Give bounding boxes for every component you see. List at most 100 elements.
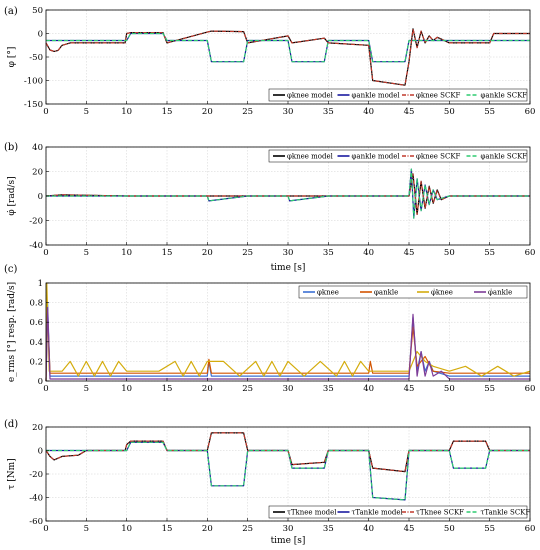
y-tick-label: 0.8 [29, 299, 43, 309]
x-tick-label: 25 [242, 524, 253, 534]
x-tick-label: 25 [242, 384, 253, 394]
chart-panel-1: 0 5 10 15 20 25 30 35 40 45 50 55 60 -150 -100 -50 0 50 (a… [4, 6, 535, 117]
x-tick-label: 60 [525, 384, 536, 394]
legend: φknee model φankle model φknee SCKF φankle … [268, 149, 528, 163]
chart-panel-2: 0 5 10 15 20 25 30 35 40 45 50 55 60 -40 -20 0 20 40 (b) φ̇… [4, 142, 535, 273]
x-tick-label: 45 [404, 384, 415, 394]
x-tick-label: 30 [283, 248, 294, 258]
legend-entry: τTankle model [352, 509, 404, 517]
x-tick-label: 0 [43, 524, 48, 534]
x-tick-label: 55 [484, 524, 495, 534]
x-tick-label: 55 [484, 107, 495, 117]
legend-entry: φknee model [287, 153, 334, 161]
x-axis-label: time [s] [271, 263, 306, 273]
y-tick-label: 0 [38, 447, 43, 457]
legend-entry: φankle model [352, 153, 401, 161]
x-axis-label: time [s] [271, 536, 306, 546]
y-tick-label: -40 [29, 241, 43, 251]
legend-entry: τTankle SCKF [481, 509, 531, 517]
x-tick-label: 10 [121, 384, 132, 394]
legend-entry: φankle SCKF [481, 92, 528, 100]
y-tick-label: -40 [29, 494, 43, 504]
x-tick-label: 40 [363, 107, 374, 117]
x-tick-label: 25 [242, 248, 253, 258]
panel-label: (d) [4, 419, 18, 430]
legend: φknee model φankle model φknee SCKF φankle … [268, 88, 528, 102]
x-tick-label: 40 [363, 248, 374, 258]
y-tick-label: -60 [29, 517, 43, 527]
x-tick-label: 60 [525, 248, 536, 258]
panel-label: (a) [4, 6, 18, 17]
legend-entry: τTknee model [287, 509, 337, 517]
y-tick-label: 0.2 [29, 357, 43, 367]
x-tick-label: 5 [84, 107, 89, 117]
y-tick-label: 0 [38, 377, 43, 387]
legend: φknee φankle φ̇knee φ̇ankle [298, 285, 528, 299]
chart-panel-3: 0 5 10 15 20 25 30 35 40 45 50 55 60 0 0.2 0.4 0.6 0.8 1 (c… [4, 264, 535, 394]
x-tick-label: 50 [444, 248, 455, 258]
x-tick-label: 50 [444, 524, 455, 534]
x-tick-label: 5 [84, 248, 89, 258]
legend-entry: φankle SCKF [481, 153, 528, 161]
y-tick-label: 20 [32, 168, 43, 178]
x-tick-label: 40 [363, 384, 374, 394]
series-line-3 [45, 432, 530, 473]
x-tick-label: 25 [242, 107, 253, 117]
legend-entry: φknee model [287, 92, 334, 100]
x-tick-label: 15 [162, 107, 173, 117]
x-tick-label: 50 [444, 107, 455, 117]
chart-panel-4: 0 5 10 15 20 25 30 35 40 45 50 55 60 -60 -40 -20 0 20 (d) τ… [4, 419, 535, 546]
series-line-3 [45, 28, 530, 86]
x-tick-label: 30 [283, 384, 294, 394]
y-tick-label: 50 [32, 6, 43, 16]
x-tick-label: 35 [323, 248, 334, 258]
legend-box [268, 149, 528, 163]
x-tick-label: 20 [202, 524, 213, 534]
series-line-4 [45, 306, 530, 382]
x-tick-label: 55 [484, 384, 495, 394]
y-axis-label: e_rms [°] resp. [rad/s] [7, 282, 17, 382]
legend-entry: τTknee SCKF [416, 509, 464, 517]
x-tick-label: 0 [43, 384, 48, 394]
legend-entry: φknee SCKF [416, 153, 461, 161]
x-tick-label: 0 [43, 107, 48, 117]
y-tick-label: 1 [38, 279, 43, 289]
x-tick-label: 15 [162, 384, 173, 394]
y-tick-label: -20 [29, 217, 43, 227]
x-tick-label: 45 [404, 248, 415, 258]
y-axis-label: φ̇ [rad/s] [7, 176, 17, 215]
x-tick-label: 0 [43, 248, 48, 258]
x-tick-label: 20 [202, 107, 213, 117]
x-tick-label: 45 [404, 107, 415, 117]
x-tick-label: 10 [121, 524, 132, 534]
y-axis-label: φ [°] [7, 47, 17, 68]
x-tick-label: 50 [444, 384, 455, 394]
legend-box [298, 285, 528, 299]
x-tick-label: 30 [283, 107, 294, 117]
x-tick-label: 10 [121, 248, 132, 258]
x-tick-label: 55 [484, 248, 495, 258]
legend-box [268, 505, 528, 519]
y-tick-label: 20 [32, 423, 43, 433]
y-tick-label: -50 [29, 53, 43, 63]
y-tick-label: -100 [24, 77, 43, 87]
legend: τTknee model τTankle model τTknee SCKF τTan… [268, 505, 531, 519]
y-tick-label: 0.4 [29, 338, 43, 348]
x-tick-label: 35 [323, 524, 334, 534]
series-line-4 [46, 168, 530, 219]
series-line-4 [46, 32, 530, 63]
x-tick-label: 5 [84, 384, 89, 394]
y-axis-label: τ [Nm] [7, 458, 17, 489]
x-tick-label: 20 [202, 248, 213, 258]
x-tick-label: 10 [121, 107, 132, 117]
legend-entry: φankle model [352, 92, 401, 100]
x-tick-label: 35 [323, 384, 334, 394]
panel-label: (c) [4, 264, 18, 275]
legend-entry: φ̇ankle [488, 289, 512, 297]
series-line-2 [45, 311, 530, 382]
y-tick-label: 0 [38, 192, 43, 202]
legend-entry: φknee [317, 289, 339, 297]
legend-box [268, 88, 528, 102]
panel-label: (b) [4, 142, 18, 153]
